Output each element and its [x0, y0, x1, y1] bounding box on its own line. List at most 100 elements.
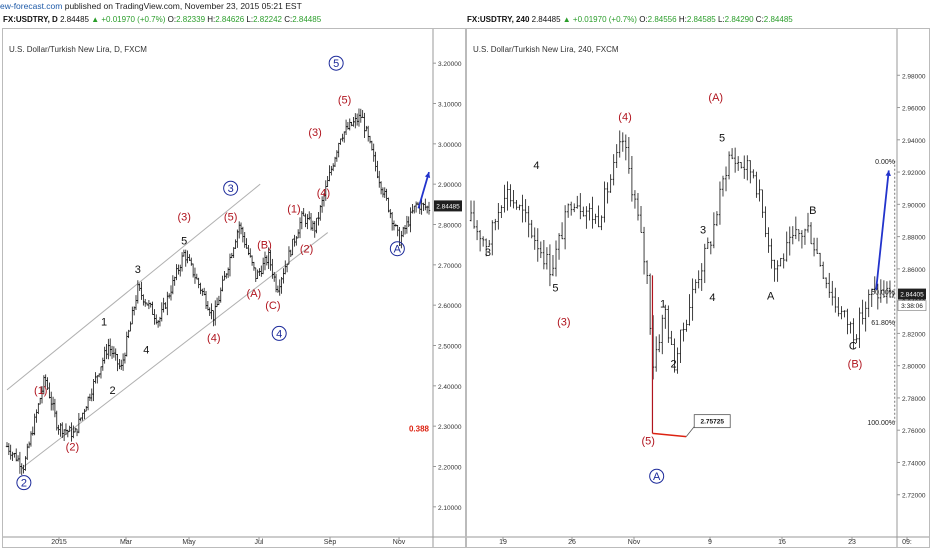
price-tick-label: 2.76000: [902, 428, 926, 435]
ohlc-bar: [843, 310, 846, 318]
ohlc-bar: [339, 138, 342, 145]
ohlc-bar: [551, 255, 555, 277]
price-tick-label: 2.92000: [902, 170, 926, 177]
ohlc-bar: [588, 203, 591, 221]
ohlc-bar: [243, 232, 246, 248]
ohlc-bar: [749, 160, 752, 184]
ohlc-bar: [162, 297, 165, 313]
wave-label: 3: [135, 264, 141, 276]
ohlc-bar: [221, 275, 224, 292]
wave-label: (A): [708, 92, 723, 104]
site-link[interactable]: ew-forecast.com: [0, 1, 63, 11]
ohlc-bar: [263, 251, 267, 271]
ohlc-bar: [752, 169, 755, 179]
wave-label: 4: [709, 292, 715, 304]
ohlc-bar: [503, 184, 506, 213]
ohlc-bar: [618, 130, 621, 158]
h4-chart-panel[interactable]: U.S. Dollar/Turkish New Lira, 240, FXCM …: [466, 28, 930, 548]
ohlc-bar: [206, 301, 210, 311]
ohlc-bar: [703, 243, 706, 284]
ohlc-bar: [7, 443, 11, 456]
price-tick-label: 2.94000: [902, 138, 926, 145]
ohlc-bar: [295, 236, 298, 246]
ohlc-bar: [208, 307, 211, 316]
ohlc-bar: [661, 314, 664, 355]
h4-chart-svg[interactable]: 2.98000 2.96000 2.94000 2.92000 2.90000 2.880…: [467, 29, 929, 547]
fib-level-label: 50.00%: [871, 289, 895, 296]
wave-label-circle: [223, 180, 239, 196]
ohlc-bar: [870, 288, 873, 308]
ohlc-bar: [861, 299, 864, 325]
ohlc-bar: [491, 220, 494, 256]
ohlc-bar: [258, 268, 261, 277]
ohlc-bar: [260, 265, 263, 277]
ohlc-bar: [330, 165, 333, 176]
ohlc-bar: [142, 294, 145, 306]
wave-label: 1: [660, 299, 666, 311]
time-tick-label: 9: [708, 539, 712, 546]
ohlc-bar: [852, 318, 855, 350]
ohlc-bar: [709, 241, 713, 255]
ohlc-bar: [83, 408, 86, 420]
channel-line-upper: [6, 183, 261, 391]
time-tick-label: Sep: [324, 539, 337, 546]
countdown-tag: [897, 300, 927, 311]
fib-level-label: 100.00%: [867, 420, 895, 427]
ohlc-bar: [153, 309, 156, 325]
ohlc-bar: [585, 206, 588, 229]
daily-chart-title: U.S. Dollar/Turkish New Lira, D, FXCM: [9, 45, 147, 54]
ohlc-bar: [88, 393, 92, 401]
daily-chart-panel[interactable]: U.S. Dollar/Turkish New Lira, D, FXCM 3.…: [2, 28, 466, 548]
ohlc-bar: [210, 303, 213, 320]
ohlc-bar: [110, 345, 114, 359]
right-symbol[interactable]: FX:USDTRY, 240: [467, 15, 530, 24]
right-c-label: C:: [755, 15, 764, 24]
wave-label: 2: [21, 478, 27, 490]
left-symbol[interactable]: FX:USDTRY, D: [3, 15, 58, 24]
ohlc-bar: [48, 382, 51, 399]
wave-label: 4: [533, 160, 539, 172]
ohlc-bar: [724, 166, 728, 192]
ohlc-bar: [16, 455, 20, 462]
ohlc-bar: [315, 217, 318, 234]
ohlc-bar: [794, 216, 798, 240]
ohlc-bar: [374, 151, 377, 172]
left-low: 2.82242: [253, 15, 282, 24]
ohlc-bar: [803, 228, 807, 245]
left-last: 2.84485: [60, 15, 89, 24]
ohlc-bar: [472, 200, 476, 229]
ohlc-bar: [494, 218, 497, 231]
ohlc-bar: [254, 267, 257, 282]
ohlc-bar: [506, 181, 509, 211]
time-tick-label: 2015: [51, 539, 67, 546]
ohlc-bar: [746, 155, 749, 181]
ohlc-bar: [326, 175, 329, 187]
daily-chart-svg[interactable]: 3.20000 3.10000 3.00000 2.90000 2.80000 2.700…: [3, 29, 465, 547]
ohlc-bar: [112, 346, 116, 358]
ohlc-bar: [101, 357, 105, 371]
price-tick-label: 3.00000: [438, 142, 462, 149]
right-open: 2.84556: [647, 15, 677, 24]
ohlc-bar: [800, 230, 804, 249]
ohlc-bar: [37, 403, 40, 415]
wave-label: A: [394, 244, 402, 256]
ohlc-bar: [411, 203, 414, 214]
ohlc-bar: [688, 294, 691, 326]
ohlc-bar: [105, 343, 108, 360]
price-tick-label: 2.40000: [438, 384, 462, 391]
ohlc-bar: [685, 319, 688, 332]
price-tick-label: 2.88000: [902, 235, 926, 242]
ohlc-bar: [256, 269, 259, 280]
wave-label: (2): [66, 441, 79, 453]
ohlc-bar: [758, 179, 761, 202]
ohlc-bar: [518, 204, 521, 211]
ohlc-bar: [664, 304, 667, 329]
ohlc-bar: [697, 270, 700, 289]
wave-label: 5: [181, 236, 187, 248]
ohlc-bar: [484, 238, 488, 257]
ohlc-bar: [497, 202, 500, 230]
left-h-label: H:: [207, 15, 216, 24]
ohlc-bar: [536, 228, 539, 262]
ohlc-bar: [422, 202, 425, 211]
wave-label: (4): [317, 187, 330, 199]
